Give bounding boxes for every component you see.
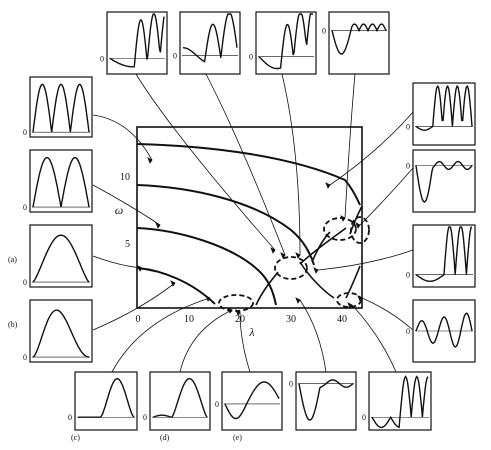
inset-panel-frame xyxy=(30,77,92,137)
curve-1 xyxy=(137,268,215,304)
inset-panel-16: 0 xyxy=(289,372,356,430)
inset-zero-label: 0 xyxy=(362,413,366,422)
inset-panel-17: 0 xyxy=(362,372,431,430)
x-tick-0: 0 xyxy=(136,314,141,325)
leader-line-12 xyxy=(362,298,413,330)
inset-panel-frame xyxy=(30,225,92,287)
inset-zero-label: 0 xyxy=(143,413,147,422)
leader-line-9 xyxy=(330,112,413,185)
inset-panel-11: 0 xyxy=(406,225,475,287)
inset-zero-label: 0 xyxy=(406,327,410,336)
leader-arrowhead xyxy=(138,266,142,271)
inset-panels: 0 0 0 0 0 0 0 0 0 0 0 0 0 0 0 0 0 xyxy=(23,12,475,430)
inset-panel-frame xyxy=(30,150,92,212)
region-mid xyxy=(275,257,307,279)
inset-panel-3: 0 xyxy=(249,12,316,74)
inset-panel-frame xyxy=(296,372,356,430)
panel-label-e: (e) xyxy=(233,433,242,442)
leader-line-13 xyxy=(112,298,210,372)
inset-panel-13: 0 xyxy=(68,372,137,430)
leader-line-10 xyxy=(360,168,413,225)
inset-zero-label: 0 xyxy=(406,122,410,131)
branch-b xyxy=(300,262,334,298)
inset-panel-6: 0 xyxy=(23,150,92,212)
inset-zero-label: 0 xyxy=(406,271,410,280)
inset-panel-frame xyxy=(413,150,475,212)
inset-panel-14: 0 xyxy=(143,372,210,430)
inset-panel-9: 0 xyxy=(406,83,475,145)
inset-panel-1: 0 xyxy=(100,12,167,74)
inset-panel-frame xyxy=(222,372,282,430)
x-tick-40: 40 xyxy=(337,314,347,325)
leader-line-6 xyxy=(93,185,160,225)
leader-line-2 xyxy=(206,74,285,255)
leader-arrowhead xyxy=(156,223,160,228)
panel-label-d: (d) xyxy=(160,433,170,442)
inset-panel-7: 0 xyxy=(23,225,92,287)
leader-line-8 xyxy=(93,283,175,330)
inset-zero-label: 0 xyxy=(249,53,253,62)
leader-line-5 xyxy=(93,115,152,160)
leader-arrowhead xyxy=(326,183,330,188)
leader-arrowhead xyxy=(314,268,318,273)
inset-panel-4: 0 xyxy=(322,12,389,74)
inset-zero-label: 0 xyxy=(23,128,27,137)
inset-zero-label: 0 xyxy=(23,353,27,362)
inset-panel-5: 0 xyxy=(23,77,92,137)
x-tick-30: 30 xyxy=(286,314,296,325)
inset-zero-label: 0 xyxy=(173,51,177,60)
panel-label-b: (b) xyxy=(8,320,18,329)
curve-2 xyxy=(137,228,276,305)
inset-panel-frame xyxy=(329,12,389,74)
inset-zero-label: 0 xyxy=(406,162,410,171)
y-tick-5: 5 xyxy=(125,239,130,250)
x-tick-10: 10 xyxy=(184,314,194,325)
leader-line-7 xyxy=(93,256,142,268)
inset-panel-15: 0 xyxy=(215,372,282,430)
leader-arrowhead xyxy=(296,253,300,258)
y-axis-label: ω xyxy=(115,203,123,217)
leader-line-17 xyxy=(352,305,396,372)
inset-zero-label: 0 xyxy=(215,400,219,409)
leader-arrowhead xyxy=(341,216,345,221)
curves xyxy=(137,144,360,305)
panel-label-a: (a) xyxy=(8,255,17,264)
inset-zero-label: 0 xyxy=(100,55,104,64)
leader-line-11 xyxy=(318,250,413,270)
branch-d xyxy=(300,228,346,264)
curve-3 xyxy=(137,185,314,265)
inset-panel-frame xyxy=(180,12,240,74)
region-right xyxy=(351,217,369,243)
inset-panel-8: 0 xyxy=(23,300,92,362)
inset-zero-label: 0 xyxy=(289,380,293,389)
curve-4 xyxy=(137,144,360,205)
panel-label-c: (c) xyxy=(71,433,80,442)
y-tick-10: 10 xyxy=(120,172,130,183)
inset-zero-label: 0 xyxy=(23,278,27,287)
x-axis-label: λ xyxy=(248,325,254,339)
inset-zero-label: 0 xyxy=(322,27,326,36)
inset-panel-10: 0 xyxy=(406,150,475,212)
leader-line-4 xyxy=(345,74,355,218)
inset-panel-12: 0 xyxy=(406,300,475,362)
leader-line-16 xyxy=(300,300,326,372)
inset-panel-2: 0 xyxy=(173,12,240,74)
inset-zero-label: 0 xyxy=(23,203,27,212)
leader-arrowhead xyxy=(296,298,300,303)
inset-zero-label: 0 xyxy=(68,413,72,422)
